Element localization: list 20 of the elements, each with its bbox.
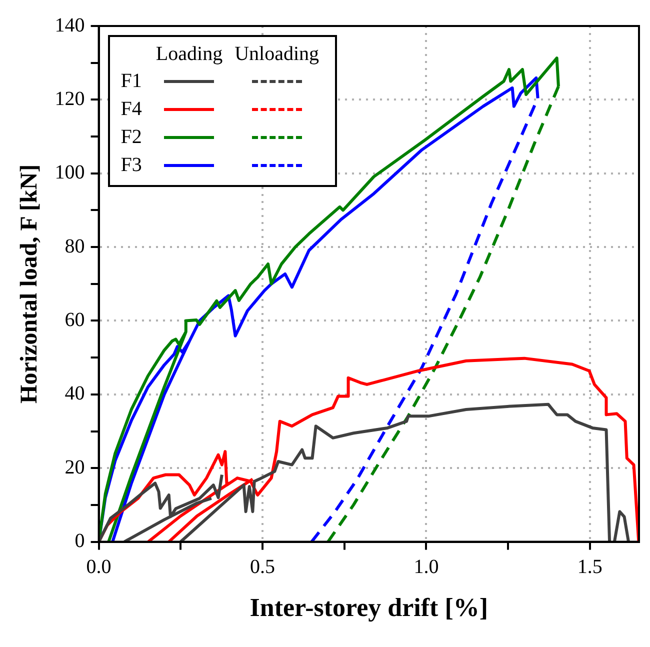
x-tick-label: 1.0	[414, 556, 439, 578]
legend-label: F2	[120, 125, 143, 150]
legend-label: F4	[120, 97, 143, 122]
x-tick-label: 0.5	[250, 556, 275, 578]
y-axis-title: Horizontal load, F [kN]	[16, 164, 43, 404]
y-tick-label: 140	[54, 14, 85, 36]
legend-label: F1	[120, 69, 143, 94]
y-tick-label: 20	[64, 456, 85, 478]
x-tick-label: 0.0	[86, 556, 112, 578]
y-tick-label: 0	[74, 530, 85, 552]
x-axis-title: Inter-storey drift [%]	[250, 593, 488, 622]
x-tick-label: 1.5	[577, 556, 602, 578]
y-tick-label: 60	[64, 308, 85, 331]
y-tick-label: 40	[64, 382, 85, 405]
y-tick-label: 80	[64, 235, 85, 258]
legend-label: F3	[120, 153, 143, 178]
annotation: Unloading	[234, 42, 320, 67]
y-tick-label: 100	[54, 162, 85, 184]
y-tick-label: 120	[54, 88, 85, 110]
annotation: Loading	[154, 42, 224, 67]
